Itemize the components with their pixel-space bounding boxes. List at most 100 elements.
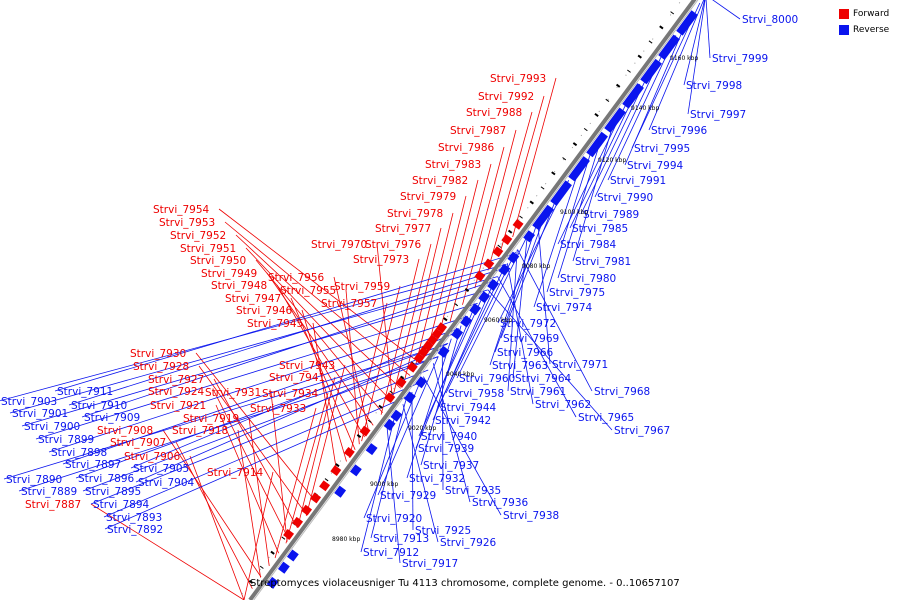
leader-line (683, 0, 705, 86)
gene-label: Strvi_7985 (572, 223, 628, 235)
reverse-gene-block (498, 263, 511, 276)
leader-line (274, 407, 317, 559)
forward-gene-block (384, 392, 396, 404)
leader-line (445, 251, 516, 394)
gene-label: Strvi_7887 (25, 499, 81, 511)
leader-line (512, 236, 528, 379)
ruler-tick (648, 40, 653, 44)
leader-line (512, 77, 557, 238)
leader-line (312, 322, 338, 475)
leader-line (489, 222, 538, 366)
gene-label: Strvi_7934 (262, 388, 319, 400)
ruler-tick (443, 317, 448, 322)
leader-line (81, 280, 495, 418)
gene-label: Strvi_7957 (321, 298, 377, 310)
reverse-gene-block (622, 83, 644, 109)
ruler-tick (562, 157, 567, 161)
forward-gene-block (422, 340, 434, 352)
forward-gene-block (501, 234, 513, 245)
forward-gene-block (359, 425, 371, 437)
gene-label: Strvi_7908 (97, 425, 153, 437)
genome-backbone (248, 0, 699, 600)
scale-label: 8980 kbp (332, 536, 360, 543)
leader-line (462, 146, 505, 305)
gene-label: Strvi_7968 (594, 386, 650, 398)
leader-line (432, 279, 496, 421)
leader-line (648, 0, 705, 131)
leader-line (48, 316, 469, 453)
reverse-gene-block (487, 278, 500, 291)
forward-gene-block (418, 346, 430, 358)
reverse-gene-block (286, 549, 299, 562)
gene-labels: Strvi_7993 Strvi_7992 Strvi_7988 Strvi_7987… (1, 14, 798, 570)
gene-label: Strvi_7950 (190, 255, 246, 267)
gene-label: Strvi_7930 (130, 348, 186, 360)
gene-label: Strvi_7992 (478, 91, 534, 103)
ruler-tick (659, 25, 664, 30)
leader-line (474, 129, 517, 289)
gene-label: Strvi_7984 (560, 239, 617, 251)
gene-label: Strvi_7906 (124, 451, 181, 463)
leader-line (402, 404, 439, 543)
forward-gene-block (427, 334, 439, 346)
gene-label: Strvi_7961 (510, 386, 566, 398)
reverse-gene-block (383, 418, 396, 431)
leader-line (248, 417, 270, 566)
backbone-line (248, 0, 697, 600)
gene-label: Strvi_7944 (440, 402, 497, 414)
gene-label: Strvi_7975 (549, 287, 605, 299)
scale-label: 9160 kbp (670, 55, 698, 62)
leader-line (414, 212, 454, 370)
ruler-tick (605, 98, 610, 102)
gene-label: Strvi_7895 (85, 486, 141, 498)
leader-line (198, 365, 308, 516)
gene-label: Strvi_7899 (38, 434, 94, 446)
leader-line (517, 249, 593, 392)
leader-line (418, 296, 484, 437)
gene-label: Strvi_7977 (375, 223, 431, 235)
gene-label: Strvi_7911 (57, 386, 113, 398)
reverse-gene-block (640, 58, 662, 85)
gene-label: Strvi_7919 (183, 413, 239, 425)
gene-label: Strvi_7988 (466, 107, 522, 119)
gene-label: Strvi_7937 (423, 460, 479, 472)
scale-labels: 9160 kbp 9140 kbp 9120 kbp 9100 kbp 9080 kbp… (332, 55, 698, 543)
gene-label: Strvi_7993 (490, 73, 546, 85)
legend-reverse-label: Reverse (853, 25, 890, 35)
ruler-tick (367, 419, 372, 423)
leader-line (432, 363, 471, 503)
forward-gene-block (292, 516, 304, 528)
leader-line (449, 163, 492, 322)
leader-line (370, 400, 407, 539)
gene-label: Strvi_7904 (138, 477, 195, 489)
leader-line (687, 0, 706, 115)
leader-line (411, 391, 414, 531)
leader-line (533, 163, 582, 308)
forward-gene-block (492, 246, 504, 258)
gene-label: Strvi_7981 (575, 256, 631, 268)
leader-line (301, 309, 347, 462)
ruler-tick (594, 112, 599, 117)
ruler-tick (259, 565, 264, 569)
forward-gene-block (310, 492, 322, 504)
leader-line (213, 390, 290, 540)
scale-label: 9020 kbp (408, 425, 436, 432)
gene-label: Strvi_7921 (150, 400, 206, 412)
scale-label: 9000 kbp (370, 481, 398, 488)
gene-label: Strvi_7966 (497, 347, 554, 359)
ruler-line (241, 0, 683, 595)
gene-label: Strvi_7912 (363, 547, 419, 559)
ruler-tick (627, 69, 631, 73)
reverse-gene-block (550, 180, 572, 206)
scale-label: 9060 kbp (484, 317, 512, 324)
gene-label: Strvi_7996 (651, 125, 708, 137)
leader-line (403, 227, 442, 385)
leader-line (224, 221, 411, 376)
reverse-gene-block (469, 303, 482, 316)
leader-line (624, 20, 688, 166)
forward-gene-block (330, 465, 342, 477)
gene-label: Strvi_7936 (472, 497, 529, 509)
leader-line (9, 276, 498, 414)
gene-label: Strvi_7949 (201, 268, 257, 280)
reverse-gene-block (403, 391, 416, 404)
